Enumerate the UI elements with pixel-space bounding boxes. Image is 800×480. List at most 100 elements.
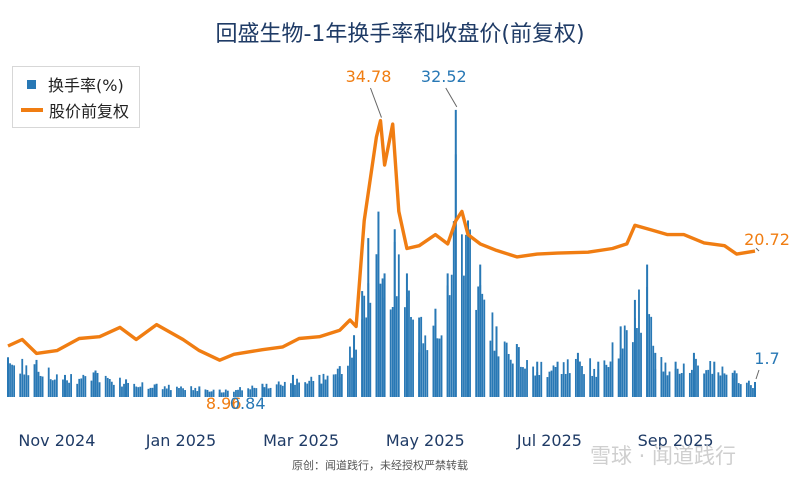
turnover-bar [255, 388, 258, 397]
turnover-bar [161, 389, 164, 397]
turnover-bar [662, 371, 665, 397]
turnover-bar [306, 383, 309, 397]
turnover-bar [452, 221, 455, 397]
turnover-bar [47, 367, 50, 397]
turnover-bar [51, 380, 54, 397]
turnover-bar [290, 383, 292, 397]
turnover-bar [196, 391, 199, 397]
turnover-bar [640, 332, 642, 397]
turnover-bar [391, 307, 394, 397]
turnover-bar-anchor [495, 326, 498, 397]
turnover-bar [39, 375, 42, 397]
turnover-bar [591, 375, 594, 397]
turnover-bar-anchor [692, 352, 695, 397]
turnover-bar [163, 386, 166, 397]
turnover-bar [461, 234, 463, 397]
turnover-bar [703, 373, 706, 397]
turnover-bar [540, 361, 543, 397]
turnover-bar [491, 312, 494, 397]
turnover-bar [78, 378, 81, 397]
turnover-bar [440, 335, 443, 397]
turnover-bar [676, 368, 679, 397]
turnover-bar [520, 366, 522, 397]
turnover-bar [560, 374, 563, 397]
turnover-bar [475, 309, 478, 397]
turnover-bar [650, 316, 653, 397]
turnover-bar [19, 373, 22, 397]
legend-line-swatch [21, 108, 43, 112]
turnover-bar [296, 378, 298, 397]
turnover-bar [233, 391, 235, 397]
turnover-bar [355, 349, 357, 397]
annotation-arrow [755, 369, 760, 380]
turnover-bar [638, 289, 640, 397]
turnover-bar [538, 375, 541, 397]
turnover-bar [678, 373, 681, 397]
turnover-bar [247, 388, 250, 397]
turnover-bar [483, 299, 486, 397]
turnover-bar-anchor [454, 109, 457, 397]
turnover-bar [37, 371, 40, 397]
legend-label-turnover: 换手率(%) [48, 76, 124, 95]
turnover-bar [621, 348, 624, 397]
turnover-bar [568, 373, 571, 397]
turnover-bar [178, 388, 180, 397]
turnover-bar [481, 293, 484, 397]
turnover-bar-anchor [198, 386, 201, 397]
turnover-bar [283, 381, 286, 397]
turnover-bar [660, 357, 663, 397]
turnover-bar [697, 365, 699, 397]
turnover-bar [76, 383, 79, 397]
x-tick-label: Jul 2025 [516, 431, 582, 450]
turnover-bar [721, 366, 724, 397]
turnover-bar [68, 382, 70, 397]
turnover-bar-anchor [367, 238, 370, 397]
turnover-bar [477, 286, 480, 397]
annotation-label: 0.84 [230, 394, 266, 413]
turnover-bar [119, 377, 121, 397]
turnover-bar [251, 385, 254, 397]
turnover-bar [507, 353, 510, 397]
turnover-bar [27, 375, 30, 397]
turnover-bar [365, 317, 368, 397]
turnover-bar [279, 384, 282, 397]
turnover-bar [607, 367, 610, 397]
turnover-bar-anchor [479, 264, 482, 397]
turnover-bar [96, 372, 99, 397]
turnover-bar [448, 295, 451, 397]
turnover-bar [308, 380, 311, 397]
turnover-bar [593, 368, 596, 397]
turnover-bar [139, 386, 142, 397]
turnover-bar [688, 372, 691, 397]
turnover-bar [121, 386, 123, 397]
turnover-bar [55, 374, 58, 397]
turnover-bar [705, 370, 708, 397]
turnover-bar [739, 384, 742, 397]
turnover-bar [11, 364, 13, 397]
annotation-label: 20.72 [744, 230, 790, 249]
turnover-bar-anchor [291, 374, 294, 397]
turnover-bar [395, 296, 398, 397]
turnover-bar [212, 389, 215, 397]
turnover-bar [450, 274, 453, 397]
turnover-bar [70, 374, 72, 397]
turnover-bar [583, 374, 585, 397]
price-line [7, 118, 756, 362]
turnover-bar [581, 366, 583, 397]
turnover-bar [731, 372, 734, 397]
turnover-bar [320, 383, 323, 397]
turnover-bar [723, 373, 726, 397]
turnover-bar [603, 360, 606, 397]
turnover-bar [652, 345, 655, 397]
turnover-bar [369, 302, 372, 397]
turnover-bar [224, 389, 227, 397]
turnover-bar-anchor [377, 211, 380, 397]
turnover-bar [167, 384, 170, 397]
legend-label-price: 股价前复权 [49, 102, 130, 121]
turnover-bar [532, 366, 535, 397]
turnover-bar [404, 307, 406, 397]
turnover-bar [363, 295, 366, 397]
turnover-bar [436, 338, 439, 397]
turnover-bar [336, 368, 339, 397]
turnover-bar-anchor [576, 352, 579, 397]
